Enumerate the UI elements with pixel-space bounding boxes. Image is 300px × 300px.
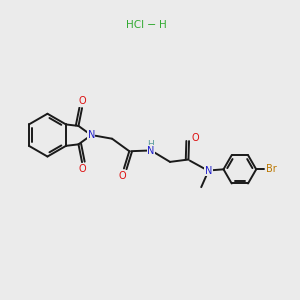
- Text: HCl: HCl: [126, 20, 144, 30]
- Text: N: N: [88, 130, 95, 140]
- Text: O: O: [78, 164, 86, 174]
- Text: O: O: [119, 171, 126, 181]
- Text: N: N: [205, 166, 212, 176]
- Text: N: N: [147, 146, 154, 156]
- Text: O: O: [78, 96, 86, 106]
- Text: H: H: [160, 20, 167, 30]
- Text: Br: Br: [266, 164, 276, 174]
- Text: O: O: [192, 133, 200, 143]
- Text: H: H: [147, 140, 154, 148]
- Text: −: −: [147, 20, 156, 30]
